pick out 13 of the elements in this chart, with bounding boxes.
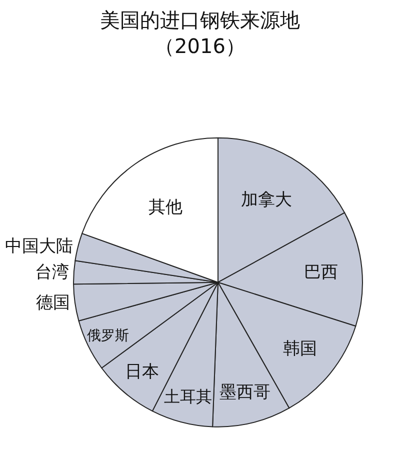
slice-label: 德国 [36,292,70,313]
slice-label: 俄罗斯 [86,328,129,344]
slice-label: 墨西哥 [219,382,270,403]
slice-label: 中国大陆 [4,236,73,256]
slice-label: 韩国 [283,339,318,360]
chart-title: 美国的进口钢铁来源地 [100,8,300,32]
slice-label: 台湾 [34,262,69,282]
slice-label: 其他 [148,197,182,218]
slice-label: 加拿大 [241,190,292,210]
slice-label: 土耳其 [164,387,212,406]
slice-label: 日本 [125,362,160,382]
slice-label: 巴西 [304,262,338,282]
chart-subtitle: （2016） [154,34,246,58]
